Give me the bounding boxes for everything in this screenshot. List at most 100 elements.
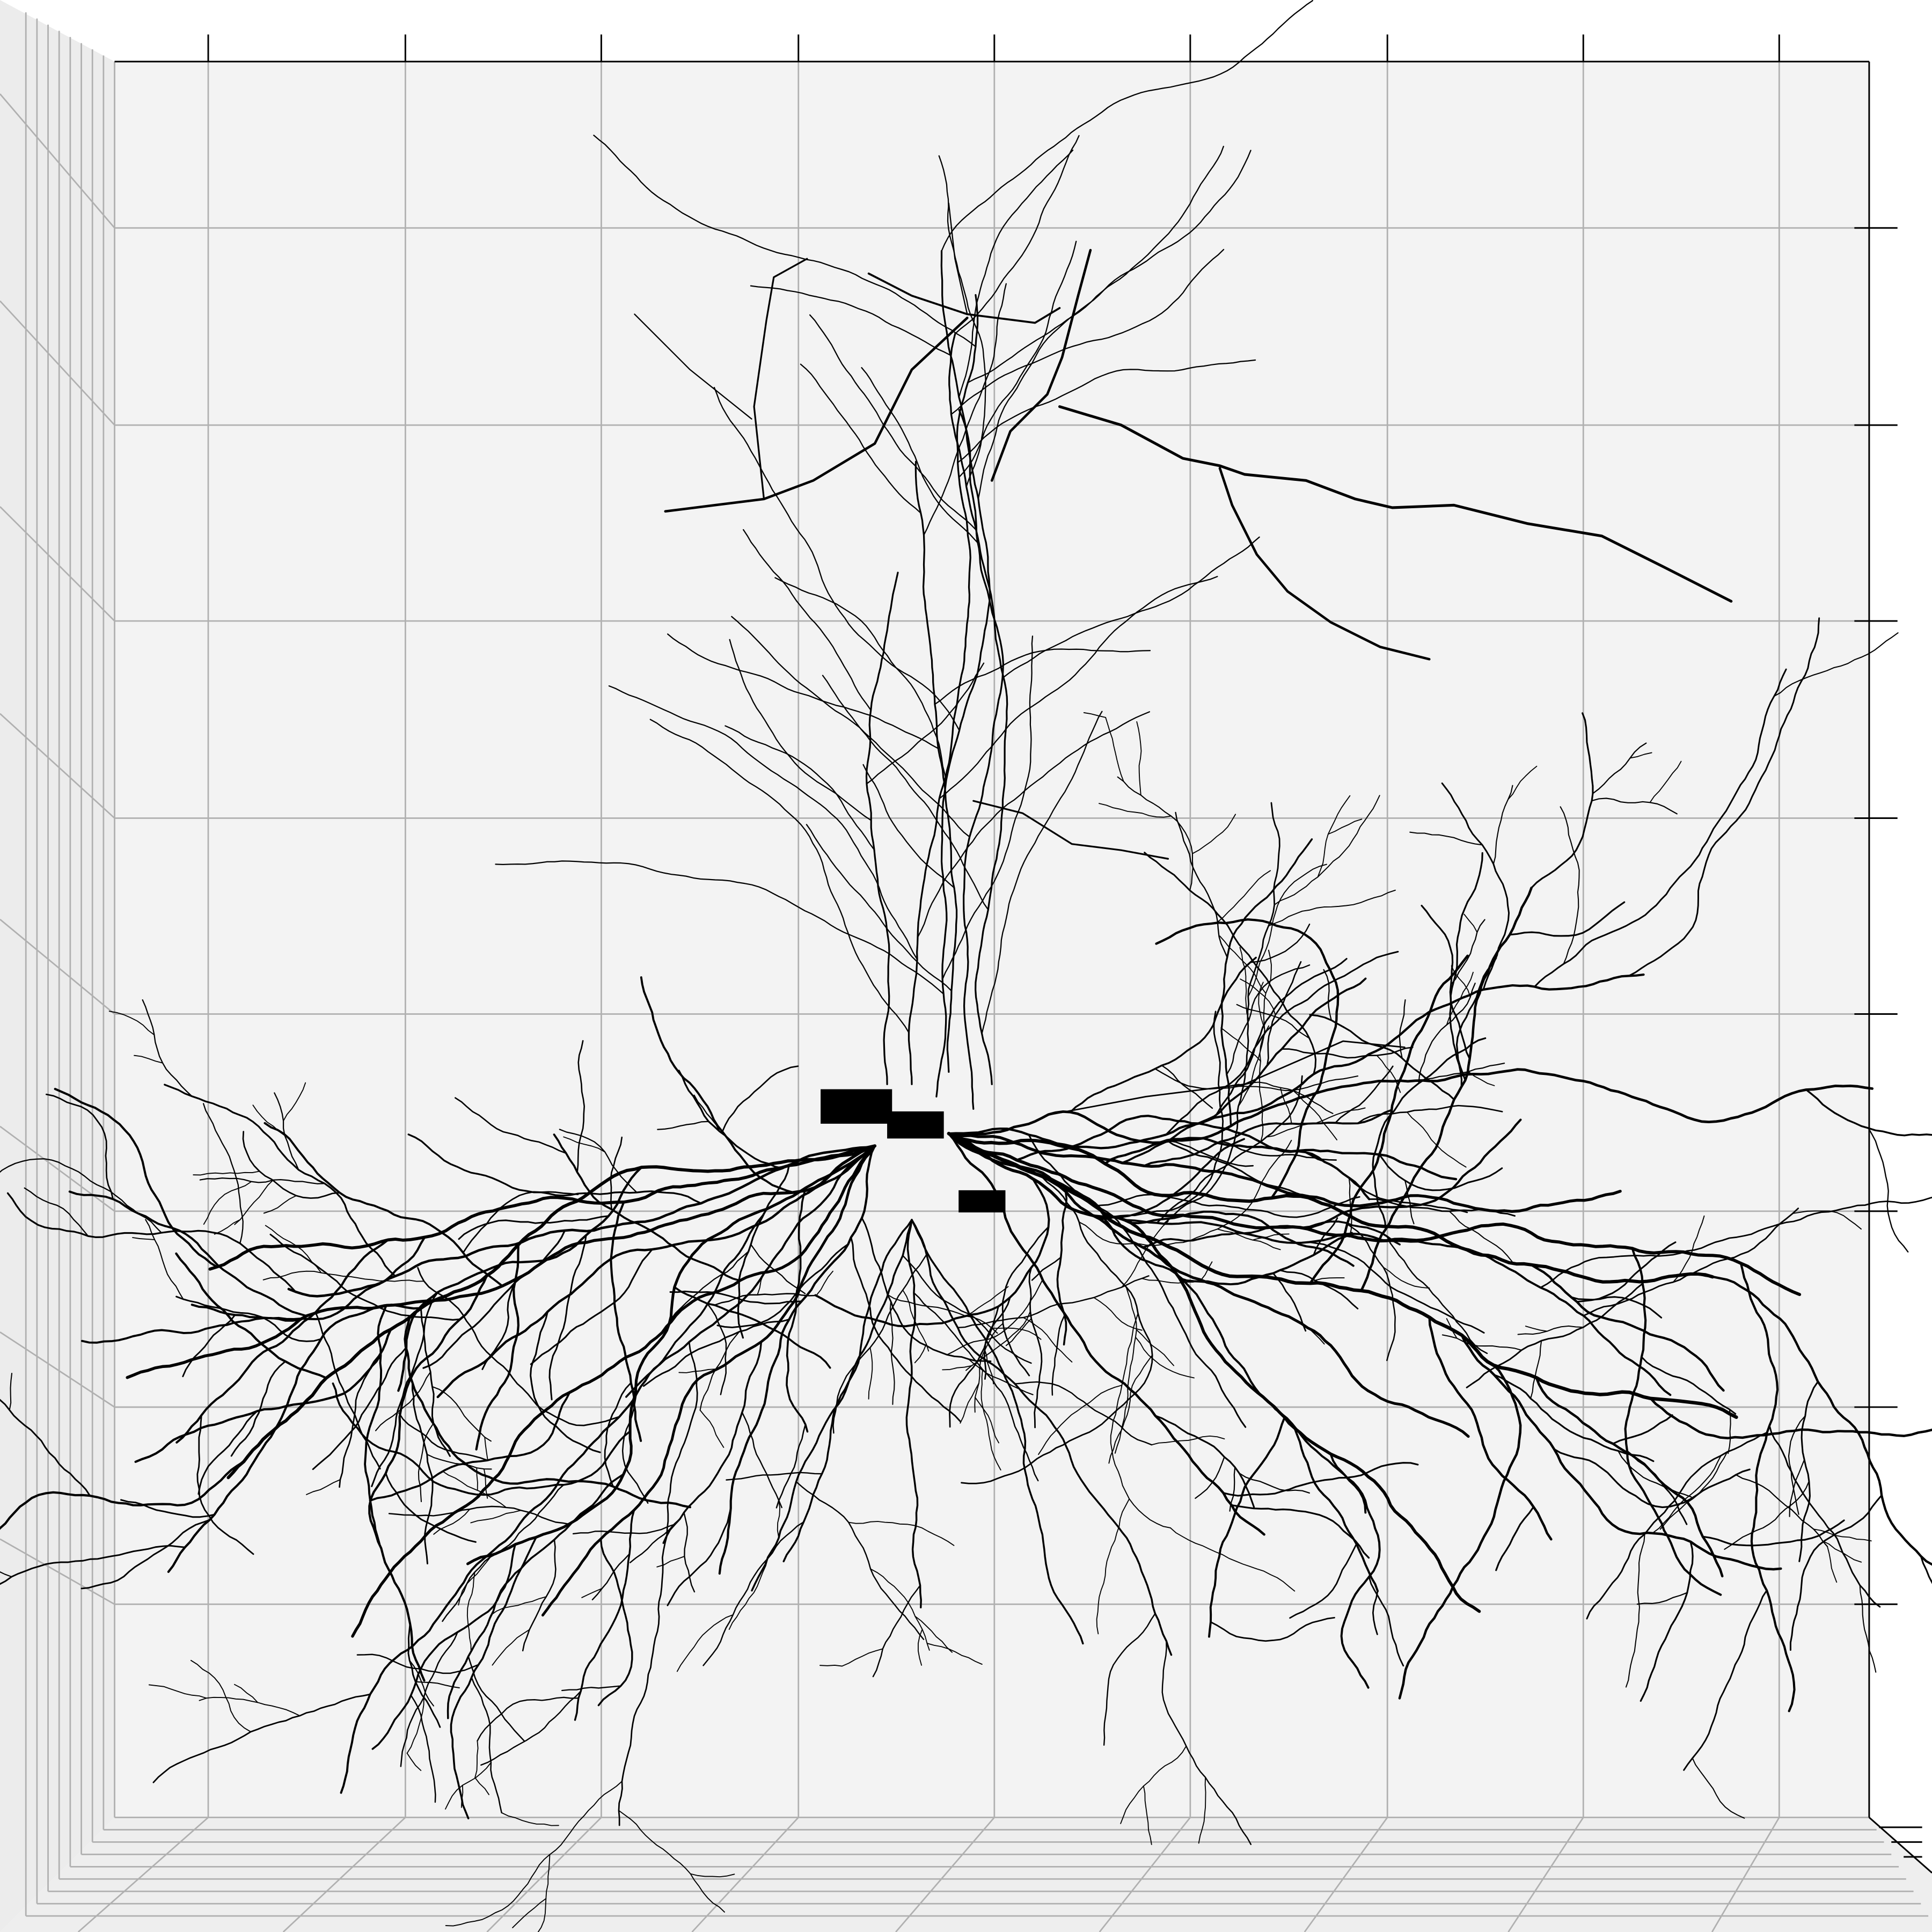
dendrite xyxy=(501,1812,559,1826)
dendrite xyxy=(913,1292,1039,1482)
dendrite xyxy=(1529,1263,1725,1392)
dendrite xyxy=(729,639,872,821)
dendrite xyxy=(947,1132,1715,1284)
dendrite xyxy=(947,1068,1874,1144)
dendrite xyxy=(1649,760,1682,803)
dendrite xyxy=(1219,935,1267,994)
dendrite xyxy=(699,1409,724,1448)
dendrite xyxy=(1376,1055,1401,1093)
dendrite xyxy=(1344,1222,1396,1362)
dendrite xyxy=(196,1414,254,1555)
dendrite xyxy=(1240,978,1276,1016)
dendrite xyxy=(1640,1541,1694,1702)
dendrite xyxy=(774,577,947,781)
dendrite xyxy=(1398,1364,1522,1700)
dendrite xyxy=(872,1584,921,1678)
floor-grid-line xyxy=(77,1817,209,1932)
dendrite xyxy=(1441,1334,1523,1351)
dendrite xyxy=(283,1082,306,1122)
dendrite xyxy=(1728,1409,1731,1454)
dendrite xyxy=(462,1191,579,1254)
dendrite xyxy=(1382,1267,1430,1289)
dendrite xyxy=(861,1217,992,1362)
dendrite xyxy=(134,1328,392,1463)
dendrite xyxy=(208,1144,876,1271)
dendrite xyxy=(1531,712,1594,889)
dendrite xyxy=(1525,1326,1548,1332)
dendrite xyxy=(1507,765,1538,800)
dendrite xyxy=(1768,1424,1881,1608)
dendrite xyxy=(1096,1498,1130,1635)
dendrite xyxy=(134,1055,163,1064)
dendrite xyxy=(537,1854,551,1932)
dendrite xyxy=(683,1512,696,1593)
dendrite xyxy=(1252,1233,1290,1241)
dendrite xyxy=(1329,1453,1381,1689)
dendrite xyxy=(1335,1065,1394,1124)
dendrite xyxy=(1281,1046,1414,1059)
dendrite xyxy=(214,1219,241,1235)
bottom-pane xyxy=(0,1817,1932,1932)
dendrite xyxy=(1868,1127,1909,1253)
dendrite xyxy=(702,1521,804,1666)
dendrite xyxy=(866,662,985,785)
dendrite xyxy=(1218,467,1431,661)
dendrite xyxy=(923,283,1007,536)
dendrite xyxy=(470,1510,522,1524)
dendrite xyxy=(1266,961,1302,1066)
dendrite xyxy=(175,1239,389,1444)
dendrite xyxy=(80,1317,301,1344)
dendrite xyxy=(563,1136,606,1153)
dendrite xyxy=(466,1571,475,1653)
dendrite xyxy=(142,999,193,1097)
dendrite xyxy=(197,1410,258,1495)
dendrite xyxy=(1056,1190,1068,1346)
dendrite xyxy=(1448,1210,1513,1262)
dendrite xyxy=(822,675,989,911)
dendrite xyxy=(960,1382,980,1424)
dendrite xyxy=(1534,668,1787,988)
dendrite xyxy=(678,1368,716,1373)
dendrite xyxy=(1308,1241,1485,1334)
dendrite xyxy=(1268,889,1396,927)
dendrite xyxy=(1636,1592,1688,1605)
dendrite xyxy=(1233,1075,1359,1092)
dendrite xyxy=(572,1524,676,1535)
dendrite xyxy=(193,1170,260,1176)
dendrite xyxy=(1386,1235,1488,1355)
dendrite xyxy=(800,363,921,514)
dendrite xyxy=(649,719,910,1034)
dendrite xyxy=(1409,831,1483,846)
dendrite xyxy=(406,1696,425,1754)
dendrite xyxy=(314,1311,381,1470)
dendrite xyxy=(287,1144,876,1298)
dendrite xyxy=(433,1509,471,1535)
dendrite xyxy=(593,134,977,347)
dendrite xyxy=(1463,913,1478,933)
dendrite xyxy=(656,1556,685,1568)
floor-grid-line xyxy=(486,1817,602,1932)
dendrite xyxy=(148,1684,207,1699)
dendrite xyxy=(914,460,958,1073)
dendrite xyxy=(868,1347,873,1400)
dendrite xyxy=(1258,1025,1270,1143)
dendrite xyxy=(1327,818,1363,835)
dendrite xyxy=(306,1479,341,1495)
dendrite xyxy=(1143,1785,1152,1845)
dendrite xyxy=(728,1558,769,1630)
dendrite xyxy=(1292,1089,1337,1140)
dendrite xyxy=(814,1177,1050,1328)
dendrite xyxy=(1220,838,1313,1127)
dendrite xyxy=(409,1659,434,1707)
dendrite xyxy=(1592,742,1647,794)
dendrite xyxy=(662,1341,763,1544)
dendrite xyxy=(474,1740,479,1779)
dendrite xyxy=(934,648,1151,705)
dendrite xyxy=(445,1762,492,1810)
dendrite xyxy=(1368,1576,1404,1667)
dendrite xyxy=(442,1470,507,1508)
dendrite xyxy=(0,1399,91,1497)
dendrite xyxy=(1495,1506,1535,1571)
dendrite xyxy=(24,1187,89,1237)
